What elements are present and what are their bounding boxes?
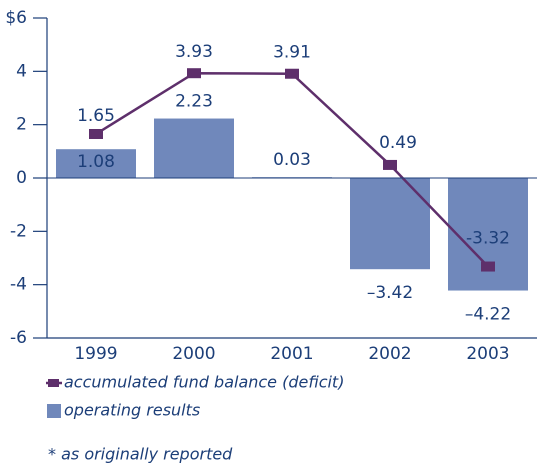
bar-value-label: 1.08 (77, 152, 115, 172)
bar (448, 178, 528, 291)
x-tick-label: 2003 (466, 344, 509, 364)
line-marker (383, 159, 397, 170)
bar-value-label: 2.23 (175, 92, 213, 112)
footnote: * as originally reported (48, 445, 233, 464)
legend-bar-swatch (47, 404, 61, 418)
bar (350, 178, 430, 270)
y-tick-label: -4 (10, 275, 27, 295)
legend-line-marker (48, 379, 59, 387)
line-marker (89, 129, 103, 139)
legend-line-label: accumulated fund balance (deficit) (64, 373, 344, 392)
bar-value-label: –4.22 (465, 305, 511, 325)
y-tick-label: 2 (16, 115, 27, 135)
y-tick-label: 0 (16, 168, 27, 188)
line-marker (285, 68, 299, 79)
x-tick-label: 2000 (172, 344, 215, 364)
bar-value-label: 0.03 (273, 150, 311, 170)
bar (56, 149, 136, 178)
y-tick-label: -6 (10, 328, 27, 348)
line-value-label: 1.65 (77, 106, 115, 126)
y-tick-label: $6 (5, 8, 27, 28)
legend-bar-label: operating results (64, 401, 200, 420)
x-tick-label: 2001 (270, 344, 313, 364)
line-marker (481, 261, 495, 272)
line-value-label: 3.91 (273, 43, 311, 63)
bar (154, 118, 234, 178)
y-tick-label: 4 (16, 61, 27, 81)
line-marker (187, 68, 201, 79)
line-value-label: 3.93 (175, 42, 213, 62)
line-value-label: 0.49 (379, 133, 417, 153)
x-tick-label: 1999 (74, 344, 117, 364)
y-tick-label: -2 (10, 221, 27, 241)
line-value-label: -3.32 (466, 229, 510, 249)
x-tick-label: 2002 (368, 344, 411, 364)
bar-value-label: –3.42 (367, 283, 413, 303)
